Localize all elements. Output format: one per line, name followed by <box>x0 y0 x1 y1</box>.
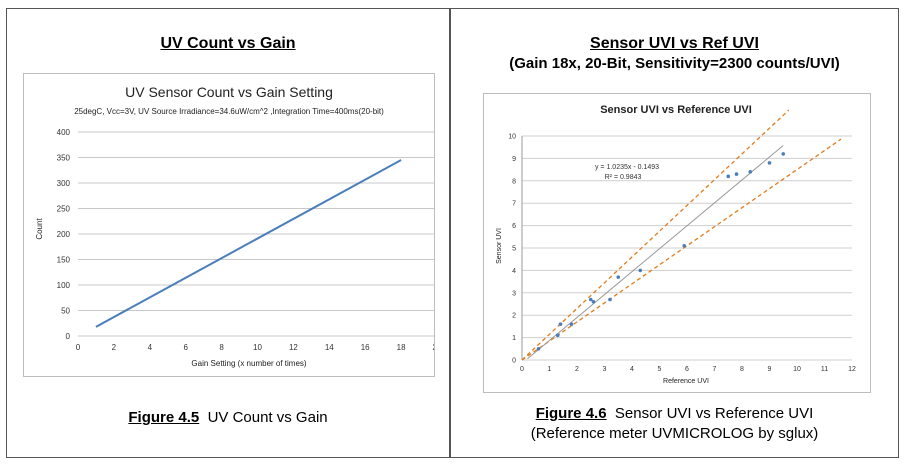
data-point <box>726 174 731 179</box>
x-tick-label: 7 <box>713 366 717 373</box>
data-point <box>591 299 596 304</box>
y-tick-label: 100 <box>57 281 71 290</box>
y-tick-label: 250 <box>57 205 71 214</box>
gain-chart-frame: UV Sensor Count vs Gain Setting 25degC, … <box>23 73 442 377</box>
y-tick-label: 150 <box>57 256 71 265</box>
y-tick-label: 5 <box>512 246 516 253</box>
right-caption-line2: (Reference meter UVMICROLOG by sglux) <box>530 425 819 442</box>
x-tick-label: 8 <box>740 366 744 373</box>
x-tick-label: 12 <box>848 366 856 373</box>
x-tick-label: 20 <box>433 343 434 352</box>
x-tick-label: 12 <box>289 343 298 352</box>
uvi-chart-frame: Sensor UVI vs Reference UVI 0 1 2 3 4 5 6 7 8 9 10… <box>483 93 871 393</box>
y-axis-label: Count <box>35 218 44 240</box>
y-tick-label: 9 <box>512 156 516 163</box>
uvi-chart: Sensor UVI vs Reference UVI 012345678910… <box>496 104 856 385</box>
x-tick-label: 9 <box>768 366 772 373</box>
right-panel: Sensor UVI vs Ref UVI (Gain 18x, 20-Bit,… <box>450 8 899 458</box>
y-tick-label: 200 <box>57 230 71 239</box>
x-tick-label: 11 <box>821 366 828 373</box>
x-tick-label: 2 <box>112 343 117 352</box>
y-tick-label: 50 <box>61 307 70 316</box>
x-tick-label: 6 <box>183 343 188 352</box>
chart-title: Sensor UVI vs Reference UVI <box>600 104 752 116</box>
left-caption-label: Figure 4.5 <box>128 409 200 426</box>
y-tick-label: 6 <box>512 223 516 230</box>
data-point <box>748 170 753 174</box>
y-tick-label: 0 <box>512 358 516 365</box>
data-point <box>734 172 739 176</box>
y-tick-label: 400 <box>57 128 71 137</box>
x-tick-label: 6 <box>685 366 689 373</box>
x-tick-label: 1 <box>548 366 552 373</box>
data-point <box>608 297 612 302</box>
series-line <box>95 159 402 328</box>
x-tick-label: 5 <box>658 366 662 373</box>
y-tick-label: 1 <box>512 335 516 342</box>
trendline-equation: y = 1.0235x - 0.1493 <box>595 164 659 171</box>
y-tick-label: 300 <box>57 179 71 188</box>
data-point <box>558 322 563 326</box>
data-point <box>767 161 772 165</box>
data-point <box>569 322 574 326</box>
x-tick-label: 0 <box>520 366 524 373</box>
y-tick-label: 350 <box>57 154 71 163</box>
left-caption-text: UV Count vs Gain <box>207 409 328 426</box>
right-caption: Figure 4.6 Sensor UVI vs Reference UVI <box>451 405 898 422</box>
y-tick-label: 2 <box>512 313 516 320</box>
right-caption-text: Sensor UVI vs Reference UVI <box>614 405 814 422</box>
x-tick-label: 16 <box>361 343 370 352</box>
data-point <box>555 333 560 338</box>
x-tick-label: 2 <box>575 366 579 373</box>
x-tick-label: 14 <box>325 343 334 352</box>
left-caption: Figure 4.5 UV Count vs Gain <box>7 409 449 426</box>
chart-title: UV Sensor Count vs Gain Setting <box>125 84 333 100</box>
y-tick-label: 4 <box>512 268 516 275</box>
x-tick-label: 18 <box>397 343 406 352</box>
x-tick-label: 4 <box>148 343 153 352</box>
x-tick-label: 10 <box>793 366 801 373</box>
trendline <box>527 145 784 360</box>
y-tick-label: 7 <box>512 201 516 208</box>
data-point <box>781 152 786 156</box>
left-heading: UV Count vs Gain <box>160 35 296 52</box>
data-point <box>638 268 643 273</box>
y-tick-label: 3 <box>512 290 516 297</box>
right-caption-label: Figure 4.6 <box>535 405 607 422</box>
right-heading: Sensor UVI vs Ref UVI <box>590 35 759 52</box>
left-panel: UV Count vs Gain UV Sensor Count vs Gain… <box>6 8 450 458</box>
y-tick-label: 10 <box>508 134 516 141</box>
x-tick-label: 3 <box>603 366 607 373</box>
bound-line <box>521 109 790 361</box>
y-axis-label: Sensor UVI <box>496 228 503 264</box>
x-tick-label: 10 <box>253 343 262 352</box>
x-tick-label: 0 <box>76 343 81 352</box>
chart-subtitle: 25degC, Vcc=3V, UV Source Irradiance=34.… <box>74 107 384 116</box>
x-tick-label: 8 <box>219 343 224 352</box>
x-axis-label: Reference UVI <box>663 378 709 385</box>
x-axis-label: Gain Setting (x number of times) <box>191 359 306 368</box>
right-subheading: (Gain 18x, 20-Bit, Sensitivity=2300 coun… <box>509 55 840 72</box>
data-point <box>588 297 593 302</box>
x-tick-label: 4 <box>630 366 634 373</box>
gain-chart: UV Sensor Count vs Gain Setting 25degC, … <box>35 84 442 368</box>
data-point <box>682 243 687 248</box>
y-tick-label: 0 <box>66 332 71 341</box>
y-tick-label: 8 <box>512 178 516 185</box>
data-point <box>616 275 621 279</box>
trendline-r-squared: R² = 0.9843 <box>605 174 642 181</box>
bound-line <box>521 138 842 361</box>
data-point <box>536 347 541 351</box>
